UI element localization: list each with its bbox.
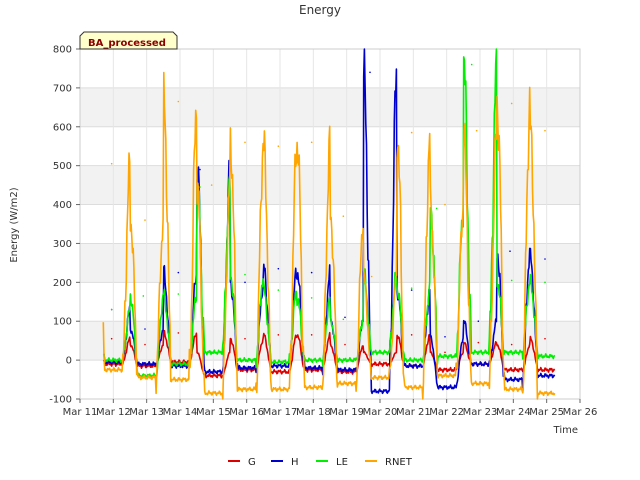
peak-point-h bbox=[410, 289, 413, 291]
x-tick-label: Mar 25 bbox=[529, 407, 564, 418]
y-tick-label: 200 bbox=[53, 278, 72, 289]
peak-point-rnet bbox=[210, 184, 213, 186]
x-tick-label: Mar 11 bbox=[63, 407, 98, 418]
x-tick-label: Mar 16 bbox=[229, 407, 264, 418]
peak-point-le bbox=[310, 297, 313, 299]
x-tick-label: Mar 21 bbox=[396, 407, 431, 418]
y-tick-label: 800 bbox=[53, 45, 72, 56]
peak-point-rnet bbox=[544, 129, 546, 132]
y-tick-label: 300 bbox=[53, 239, 72, 250]
series-line-le bbox=[102, 48, 556, 379]
y-axis: -100 0 100 200 300 400 500 600 700 800 bbox=[49, 45, 80, 406]
peak-point-le bbox=[470, 63, 473, 66]
x-tick-label: Mar 24 bbox=[496, 407, 531, 418]
peak-point-g bbox=[477, 341, 480, 344]
peak-point-rnet bbox=[510, 102, 513, 105]
plot-frame bbox=[79, 48, 581, 400]
y-tick-label: 700 bbox=[53, 83, 72, 94]
peak-point-rnet bbox=[277, 145, 280, 148]
y-tick-label: 100 bbox=[53, 317, 72, 328]
processed-badge: BA_processed bbox=[79, 31, 178, 50]
peak-point-h bbox=[277, 267, 280, 270]
peak-point-rnet bbox=[310, 141, 313, 144]
peak-point-h bbox=[369, 71, 371, 74]
peak-point-h bbox=[177, 271, 180, 274]
peak-point-h bbox=[244, 281, 246, 284]
y-tick-label: -100 bbox=[49, 395, 72, 406]
x-axis-label: Time bbox=[553, 425, 578, 436]
series-layer bbox=[102, 48, 556, 400]
peak-point-le bbox=[435, 207, 438, 210]
plot-band bbox=[80, 87, 580, 127]
legend-label-rnet: RNET bbox=[385, 457, 413, 468]
x-tick-label: Mar 18 bbox=[296, 407, 331, 418]
peak-point-le bbox=[342, 318, 345, 321]
peak-point-g bbox=[510, 343, 513, 346]
legend-label-h: H bbox=[291, 457, 299, 468]
x-tick-label: Mar 14 bbox=[163, 407, 198, 418]
peak-point-g bbox=[144, 343, 146, 346]
peak-point-h bbox=[444, 335, 446, 338]
peak-point-rnet bbox=[177, 100, 180, 103]
x-tick-label: Mar 20 bbox=[363, 407, 398, 418]
x-tick-label: Mar 22 bbox=[429, 407, 464, 418]
peak-point-le bbox=[510, 279, 513, 282]
peak-point-g bbox=[110, 337, 113, 340]
peak-point-rnet bbox=[370, 275, 373, 278]
x-tick-label: Mar 23 bbox=[463, 407, 498, 418]
peak-point-g bbox=[344, 343, 346, 346]
badge-label: BA_processed bbox=[88, 38, 166, 49]
series-line-h bbox=[102, 48, 556, 395]
peak-point-rnet bbox=[144, 219, 146, 221]
peak-point-rnet bbox=[110, 162, 113, 165]
peak-point-h bbox=[477, 320, 480, 323]
peak-point-g bbox=[444, 351, 446, 354]
x-tick-label: Mar 26 bbox=[563, 407, 598, 418]
peak-point-le bbox=[142, 295, 145, 297]
peak-point-g bbox=[310, 334, 313, 336]
peak-point-g bbox=[544, 337, 546, 340]
y-tick-label: 500 bbox=[53, 161, 72, 172]
plot-background bbox=[80, 49, 580, 399]
y-tick-label: 400 bbox=[53, 200, 72, 211]
peak-point-le bbox=[244, 273, 246, 276]
peak-point-g bbox=[277, 334, 280, 336]
peak-point-g bbox=[410, 334, 413, 336]
peak-point-rnet bbox=[475, 129, 478, 132]
x-tick-label: Mar 13 bbox=[129, 407, 164, 418]
peak-point-rnet bbox=[444, 203, 446, 206]
y-tick-label: 600 bbox=[53, 122, 72, 133]
peak-point-g bbox=[244, 337, 246, 340]
series-line-rnet bbox=[102, 71, 556, 400]
y-tick-label: 0 bbox=[66, 356, 72, 367]
peak-point-rnet bbox=[410, 131, 413, 134]
peak-point-h bbox=[310, 271, 313, 274]
legend-label-le: LE bbox=[336, 457, 348, 468]
peak-point-le bbox=[410, 287, 413, 289]
peak-point-h bbox=[144, 328, 146, 330]
peak-point-h bbox=[199, 168, 201, 171]
peak-point-le bbox=[277, 289, 280, 291]
peak-point-rnet bbox=[342, 215, 345, 218]
peak-point-le bbox=[177, 293, 180, 295]
peak-point-le bbox=[110, 308, 113, 311]
x-tick-label: Mar 17 bbox=[263, 407, 298, 418]
y-axis-label: Energy (W/m2) bbox=[9, 187, 20, 262]
peak-point-g bbox=[177, 332, 180, 334]
peak-point-rnet bbox=[244, 141, 246, 144]
chart-title: Energy bbox=[299, 3, 341, 17]
badge-box bbox=[79, 31, 178, 50]
x-tick-label: Mar 19 bbox=[329, 407, 364, 418]
peak-point-le bbox=[544, 281, 546, 284]
peak-point-h bbox=[509, 250, 511, 253]
peak-point-h bbox=[344, 316, 346, 319]
legend: G H LE RNET bbox=[228, 457, 413, 468]
x-tick-label: Mar 15 bbox=[196, 407, 231, 418]
x-tick-label: Mar 12 bbox=[96, 407, 131, 418]
peak-point-h bbox=[544, 258, 546, 260]
legend-label-g: G bbox=[248, 457, 256, 468]
peak-point-le bbox=[199, 186, 201, 188]
